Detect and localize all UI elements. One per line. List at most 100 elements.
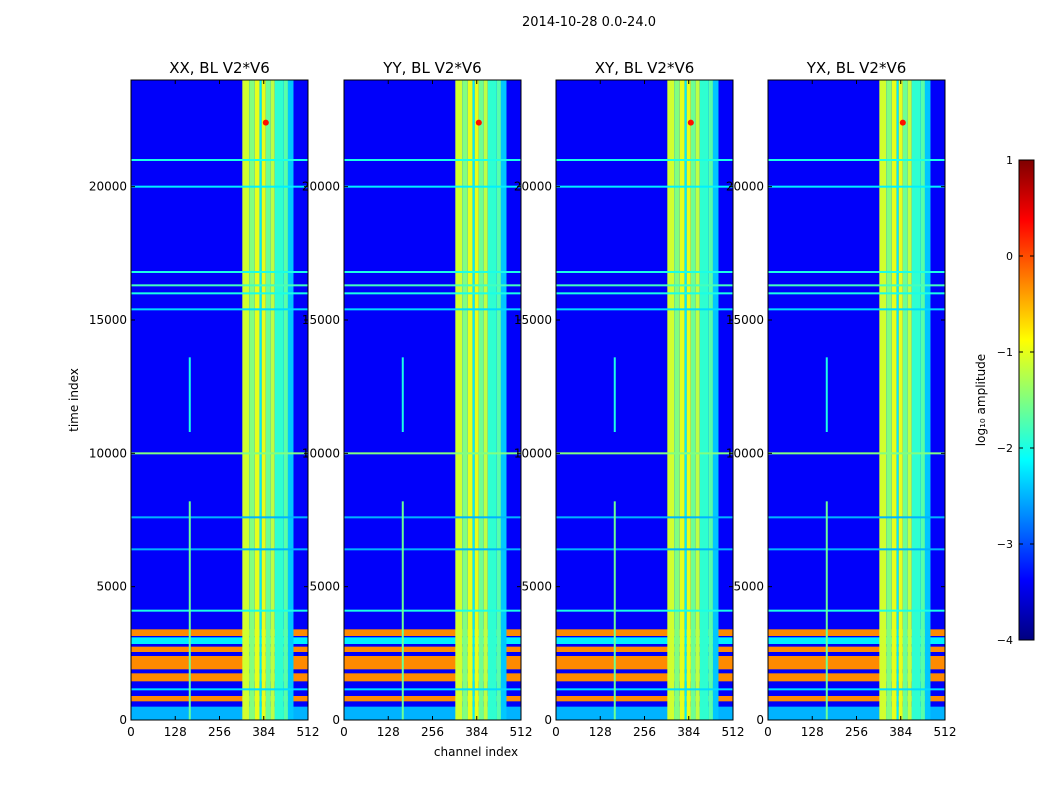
- time-line: [344, 308, 521, 311]
- time-line: [556, 609, 733, 612]
- channel-line: [825, 501, 828, 720]
- time-line: [768, 284, 945, 287]
- y-tick-label: 10000: [514, 446, 552, 460]
- channel-band: [242, 80, 250, 720]
- x-tick-label: 256: [208, 725, 231, 739]
- colorbar-label: log₁₀ amplitude: [974, 354, 988, 446]
- x-tick-label: 0: [340, 725, 348, 739]
- panel-title: YY, BL V2*V6: [382, 59, 481, 77]
- channel-band: [472, 80, 475, 720]
- x-tick-label: 512: [934, 725, 957, 739]
- channel-band: [283, 80, 288, 720]
- colorbar-tick-label: 0: [1006, 250, 1013, 263]
- y-tick-label: 10000: [89, 446, 127, 460]
- y-tick-label: 0: [332, 713, 340, 727]
- y-tick-label: 15000: [89, 313, 127, 327]
- channel-band: [265, 80, 271, 720]
- y-tick-label: 20000: [726, 180, 764, 194]
- channel-band: [920, 80, 925, 720]
- channel-band: [690, 80, 696, 720]
- time-line: [344, 452, 521, 455]
- y-tick-label: 0: [119, 713, 127, 727]
- channel-line: [825, 357, 828, 432]
- time-band: [768, 646, 945, 652]
- channel-band: [699, 80, 709, 720]
- time-line: [344, 185, 521, 188]
- time-band: [556, 637, 733, 644]
- time-band: [768, 637, 945, 644]
- x-tick-label: 384: [465, 725, 488, 739]
- x-tick-label: 128: [164, 725, 187, 739]
- time-band: [131, 673, 308, 682]
- x-tick-label: 256: [633, 725, 656, 739]
- time-line: [131, 308, 308, 311]
- time-line: [344, 271, 521, 273]
- figure-suptitle: 2014-10-28 0.0-24.0: [522, 15, 656, 30]
- y-tick-label: 5000: [309, 580, 340, 594]
- y-tick-label: 15000: [726, 313, 764, 327]
- channel-band: [911, 80, 921, 720]
- channel-band: [455, 80, 463, 720]
- panel-title: YX, BL V2*V6: [806, 59, 907, 77]
- time-line: [131, 516, 308, 519]
- colorbar-tick-label: −3: [997, 538, 1013, 551]
- colorbar-tick-label: −4: [997, 634, 1013, 647]
- time-line: [768, 609, 945, 612]
- y-tick-label: 0: [544, 713, 552, 727]
- time-line: [556, 159, 733, 161]
- channel-band: [879, 80, 887, 720]
- channel-band: [896, 80, 899, 720]
- x-tick-label: 512: [722, 725, 745, 739]
- time-line: [768, 185, 945, 188]
- channel-band: [886, 80, 892, 720]
- channel-band: [274, 80, 284, 720]
- x-tick-label: 256: [845, 725, 868, 739]
- channel-band: [907, 80, 912, 720]
- y-tick-label: 5000: [733, 580, 764, 594]
- channel-line: [613, 501, 616, 720]
- channel-band: [270, 80, 275, 720]
- x-tick-label: 128: [589, 725, 612, 739]
- time-band: [556, 673, 733, 682]
- time-band: [556, 696, 733, 702]
- time-line: [344, 159, 521, 161]
- time-line: [344, 516, 521, 519]
- channel-band: [924, 80, 931, 720]
- time-line: [556, 271, 733, 273]
- channel-band: [891, 80, 897, 720]
- colorbar-tick-label: −1: [997, 346, 1013, 359]
- x-tick-label: 384: [677, 725, 700, 739]
- colorbar-tick-label: −2: [997, 442, 1013, 455]
- channel-line: [401, 501, 404, 720]
- time-band: [768, 673, 945, 682]
- time-line: [131, 159, 308, 161]
- channel-band: [487, 80, 497, 720]
- y-tick-label: 15000: [514, 313, 552, 327]
- time-line: [556, 185, 733, 188]
- panel-xy: XY, BL V2*V6 0 128 256 384 512 0 5000 10000 15000…: [514, 59, 745, 739]
- channel-band: [462, 80, 468, 720]
- hotspot-marker: [687, 119, 694, 126]
- time-line: [131, 609, 308, 612]
- time-line: [131, 271, 308, 273]
- time-band: [131, 637, 308, 644]
- time-band: [344, 696, 521, 702]
- channel-band: [712, 80, 719, 720]
- time-band: [131, 696, 308, 702]
- x-tick-label: 0: [127, 725, 135, 739]
- time-line: [344, 688, 521, 691]
- x-axis-label: channel index: [434, 745, 518, 759]
- channel-band: [254, 80, 260, 720]
- time-line: [344, 548, 521, 551]
- time-band: [556, 629, 733, 636]
- time-line: [768, 688, 945, 691]
- hotspot-marker: [262, 119, 269, 126]
- time-line: [556, 308, 733, 311]
- panel-title: XY, BL V2*V6: [595, 59, 695, 77]
- time-band: [344, 646, 521, 652]
- y-tick-label: 10000: [726, 446, 764, 460]
- channel-band: [684, 80, 687, 720]
- time-line: [344, 284, 521, 287]
- channel-band: [496, 80, 501, 720]
